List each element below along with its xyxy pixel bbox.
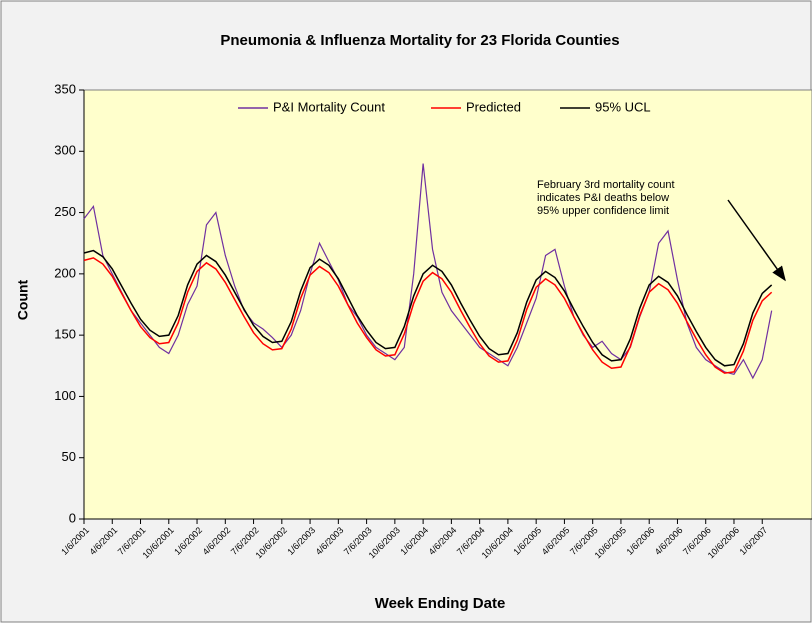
chart-title: Pneumonia & Influenza Mortality for 23 F… — [220, 32, 619, 49]
series-line — [83, 249, 773, 367]
y-tick-label: 350 — [54, 81, 76, 96]
legend-label: P&I Mortality Count — [273, 99, 385, 114]
annotation: indicates P&I deaths below — [537, 192, 669, 204]
y-tick-label: 250 — [54, 204, 76, 219]
legend-label: Predicted — [466, 99, 521, 114]
series-line — [83, 163, 773, 380]
y-tick-label: 100 — [54, 388, 76, 403]
series-line — [83, 257, 773, 374]
y-tick-label: 0 — [69, 510, 76, 525]
x-axis-label: Week Ending Date — [375, 595, 506, 612]
y-tick-label: 50 — [62, 449, 76, 464]
annotation: 95% upper confidence limit — [537, 205, 669, 217]
y-tick-label: 150 — [54, 327, 76, 342]
legend-label: 95% UCL — [595, 99, 651, 114]
annotation: February 3rd mortality count — [537, 179, 675, 191]
y-axis-label: Count — [15, 279, 31, 320]
y-tick-label: 300 — [54, 143, 76, 158]
annotation-arrow — [727, 199, 786, 282]
y-tick-label: 200 — [54, 265, 76, 280]
